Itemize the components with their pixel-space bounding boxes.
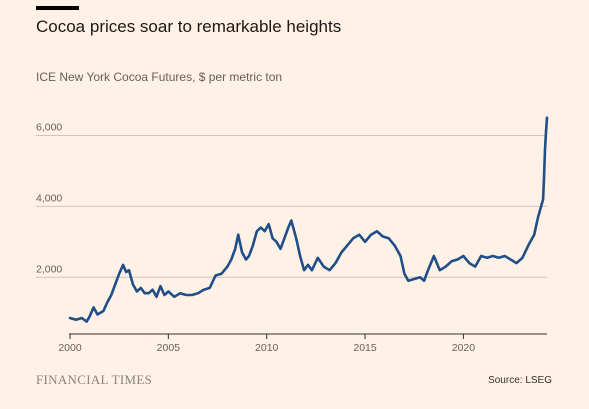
x-tick-label: 2010 [255,342,279,354]
x-tick-label: 2020 [452,342,476,354]
chart-subtitle: ICE New York Cocoa Futures, $ per metric… [36,70,283,84]
x-tick-label: 2000 [58,342,82,354]
grid-lines [36,134,547,278]
x-tick-label: 2005 [157,342,181,354]
y-axis-labels: 2,000 4,000 6,000 [36,121,62,275]
series-layer [68,116,549,323]
x-tick-label: 2015 [353,342,377,354]
price-line [68,116,549,323]
source-note: Source: LSEG [488,375,552,386]
y-tick-label: 6,000 [36,121,62,133]
y-tick-label: 2,000 [36,263,62,275]
x-axis [69,333,547,339]
chart-title: Cocoa prices soar to remarkable heights [36,17,342,36]
y-tick-label: 4,000 [36,192,62,204]
ft-logo: FINANCIAL TIMES [36,372,153,387]
x-axis-labels: 2000 2005 2010 2015 2020 [58,342,475,354]
header-rule [36,6,79,10]
